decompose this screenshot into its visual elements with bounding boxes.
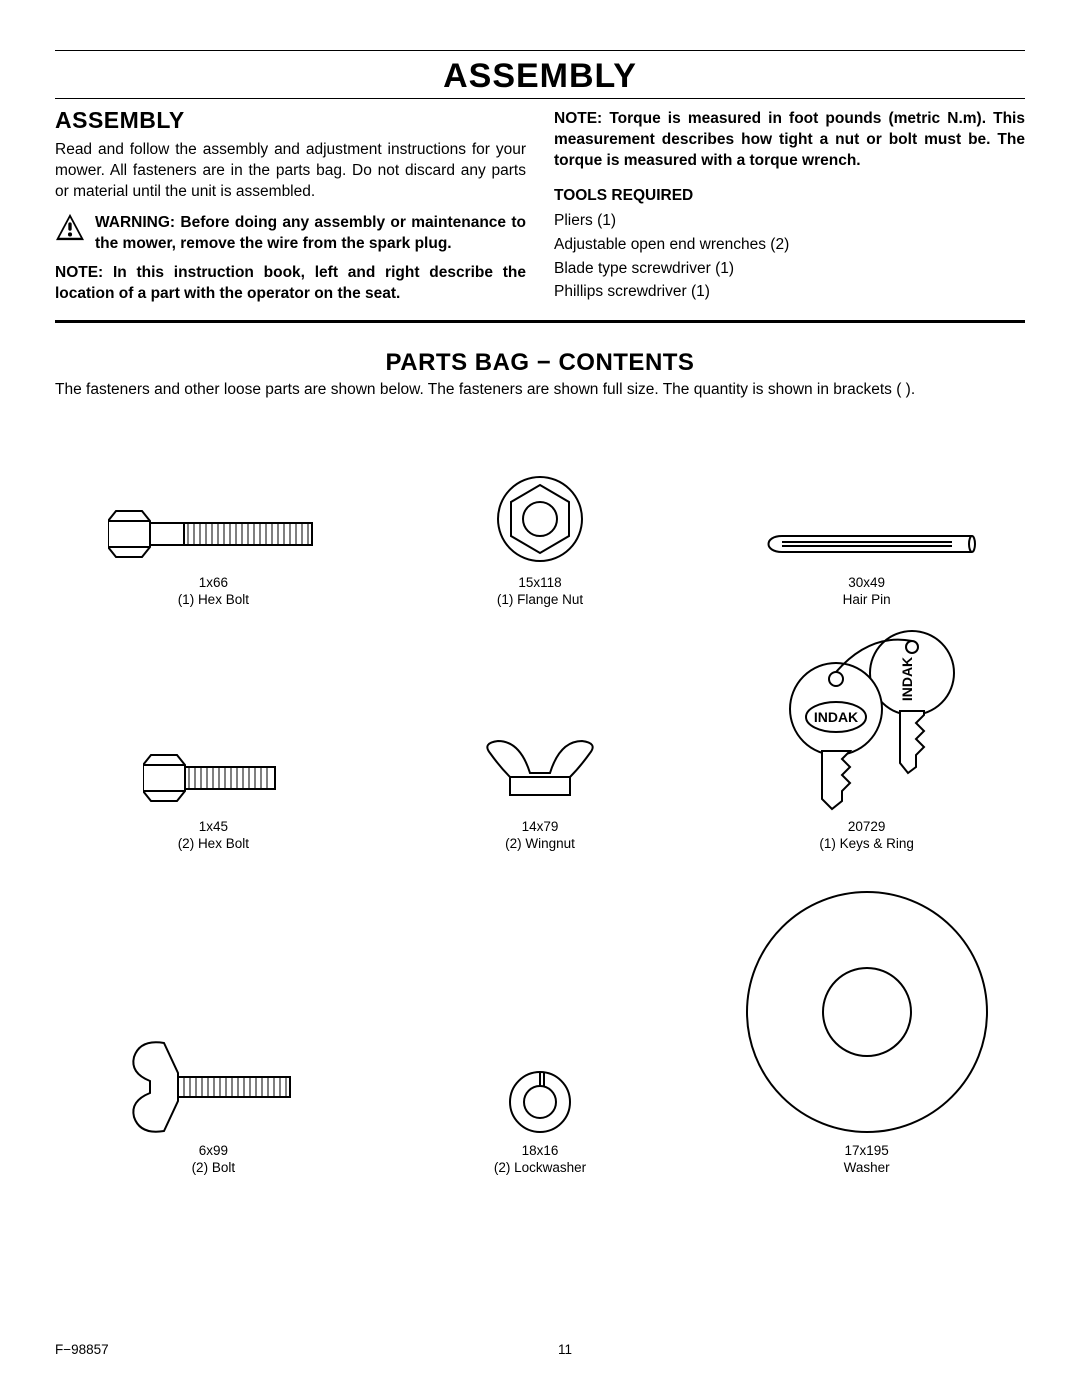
part-code: 17x195 <box>708 1143 1025 1160</box>
part-code: 20729 <box>708 819 1025 836</box>
key-brand-back: INDAK <box>899 657 915 701</box>
note-right: NOTE: Torque is measured in foot pounds … <box>554 109 1025 172</box>
parts-intro: The fasteners and other loose parts are … <box>55 381 1025 399</box>
part-lockwasher: 18x16 (2) Lockwasher <box>382 997 699 1177</box>
part-code: 30x49 <box>708 575 1025 592</box>
left-column: ASSEMBLY Read and follow the assembly an… <box>55 105 526 306</box>
flange-nut-icon <box>382 429 699 569</box>
part-code: 1x45 <box>55 819 372 836</box>
assembly-intro: Read and follow the assembly and adjustm… <box>55 140 526 203</box>
part-hair-pin: 30x49 Hair Pin <box>708 429 1025 609</box>
washer-icon <box>708 877 1025 1137</box>
note-left: NOTE: In this instruction book, left and… <box>55 263 526 305</box>
warning-icon <box>55 213 85 241</box>
part-washer: 17x195 Washer <box>708 877 1025 1177</box>
mid-rule <box>55 320 1025 323</box>
page-number: 11 <box>558 1342 572 1357</box>
part-label: (2) Bolt <box>55 1160 372 1177</box>
bolt-icon <box>55 997 372 1137</box>
parts-grid: 1x66 (1) Hex Bolt 15x118 (1) Flange Nut <box>55 429 1025 1176</box>
page-title: ASSEMBLY <box>55 57 1025 96</box>
right-column: NOTE: Torque is measured in foot pounds … <box>554 105 1025 306</box>
footer-spacer <box>1021 1342 1025 1357</box>
part-keys-ring: INDAK INDAK 20729 (1) Keys & Ring <box>708 633 1025 853</box>
part-code: 6x99 <box>55 1143 372 1160</box>
tools-heading: TOOLS REQUIRED <box>554 186 1025 207</box>
tool-item: Adjustable open end wrenches (2) <box>554 235 1025 256</box>
lockwasher-icon <box>382 997 699 1137</box>
part-label: (2) Wingnut <box>382 836 699 853</box>
part-bolt: 6x99 (2) Bolt <box>55 997 372 1177</box>
part-label: Washer <box>708 1160 1025 1177</box>
part-label: (1) Flange Nut <box>382 592 699 609</box>
page-footer: F−98857 11 <box>55 1342 1025 1357</box>
part-label: Hair Pin <box>708 592 1025 609</box>
top-rule-2 <box>55 98 1025 99</box>
doc-number: F−98857 <box>55 1342 109 1357</box>
wingnut-icon <box>382 673 699 813</box>
part-label: (2) Hex Bolt <box>55 836 372 853</box>
assembly-heading: ASSEMBLY <box>55 105 526 136</box>
part-wingnut: 14x79 (2) Wingnut <box>382 673 699 853</box>
warning-row: WARNING: Before doing any assembly or ma… <box>55 213 526 255</box>
part-code: 15x118 <box>382 575 699 592</box>
keys-ring-icon: INDAK INDAK <box>708 633 1025 813</box>
part-label: (2) Lockwasher <box>382 1160 699 1177</box>
parts-heading: PARTS BAG − CONTENTS <box>55 349 1025 377</box>
part-hex-bolt-long: 1x66 (1) Hex Bolt <box>55 429 372 609</box>
part-code: 14x79 <box>382 819 699 836</box>
part-code: 1x66 <box>55 575 372 592</box>
key-brand-front: INDAK <box>813 709 857 725</box>
part-code: 18x16 <box>382 1143 699 1160</box>
top-rule-1 <box>55 50 1025 51</box>
hair-pin-icon <box>708 429 1025 569</box>
hex-bolt-short-icon <box>55 673 372 813</box>
tool-item: Blade type screwdriver (1) <box>554 259 1025 280</box>
tool-item: Pliers (1) <box>554 211 1025 232</box>
tool-item: Phillips screwdriver (1) <box>554 282 1025 303</box>
part-flange-nut: 15x118 (1) Flange Nut <box>382 429 699 609</box>
intro-columns: ASSEMBLY Read and follow the assembly an… <box>55 105 1025 306</box>
hex-bolt-long-icon <box>55 429 372 569</box>
part-label: (1) Hex Bolt <box>55 592 372 609</box>
warning-text: WARNING: Before doing any assembly or ma… <box>95 213 526 255</box>
part-label: (1) Keys & Ring <box>708 836 1025 853</box>
part-hex-bolt-short: 1x45 (2) Hex Bolt <box>55 673 372 853</box>
